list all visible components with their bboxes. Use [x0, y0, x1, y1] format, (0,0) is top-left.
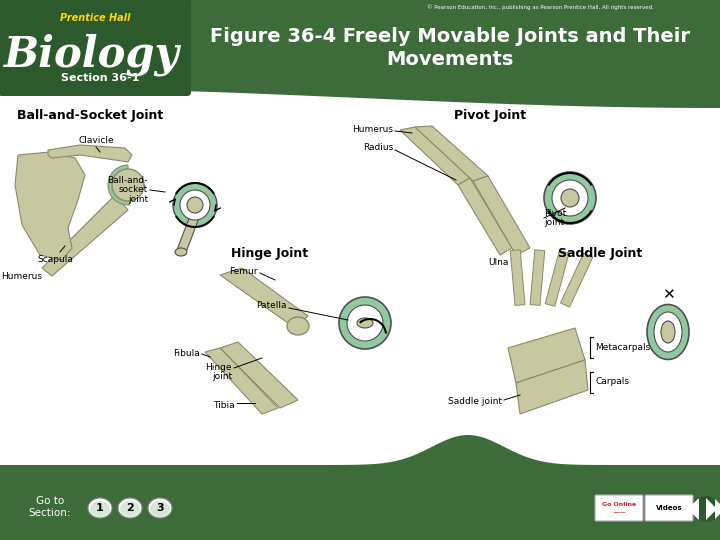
Text: Metacarpals: Metacarpals [595, 342, 650, 352]
Polygon shape [560, 253, 593, 307]
Text: Ulna: Ulna [488, 258, 508, 267]
Text: Ball-and-Socket Joint: Ball-and-Socket Joint [17, 109, 163, 122]
Polygon shape [0, 100, 720, 460]
Text: Radius: Radius [363, 144, 393, 152]
Polygon shape [458, 178, 512, 255]
Polygon shape [42, 195, 128, 276]
Polygon shape [508, 328, 585, 383]
Polygon shape [220, 342, 298, 408]
Text: Figure 36-4 Freely Movable Joints and Their
Movements: Figure 36-4 Freely Movable Joints and Th… [210, 27, 690, 69]
Text: 1: 1 [96, 503, 104, 513]
Polygon shape [48, 145, 132, 162]
Polygon shape [0, 480, 720, 540]
Text: Hinge
joint: Hinge joint [205, 363, 232, 381]
Polygon shape [545, 251, 569, 306]
Ellipse shape [120, 501, 140, 517]
Polygon shape [530, 250, 545, 306]
Ellipse shape [118, 498, 142, 518]
Text: Videos: Videos [656, 505, 683, 511]
Text: ✕: ✕ [662, 287, 675, 302]
Text: Saddle joint: Saddle joint [448, 397, 502, 407]
FancyBboxPatch shape [0, 0, 191, 96]
Circle shape [544, 172, 596, 224]
Polygon shape [510, 250, 525, 306]
Ellipse shape [90, 501, 110, 517]
Polygon shape [205, 348, 278, 414]
Polygon shape [15, 152, 85, 260]
Text: Carpals: Carpals [595, 377, 629, 387]
Circle shape [180, 190, 210, 220]
Circle shape [187, 197, 203, 213]
Text: Biology: Biology [4, 33, 180, 76]
Text: Fibula: Fibula [174, 348, 200, 357]
Polygon shape [177, 213, 199, 255]
Ellipse shape [287, 317, 309, 335]
Text: Prentice Hall: Prentice Hall [60, 13, 130, 23]
Text: Tibia: Tibia [213, 401, 235, 409]
Polygon shape [706, 498, 717, 520]
Ellipse shape [150, 501, 170, 517]
Text: Go Online: Go Online [602, 502, 636, 507]
Text: Patella: Patella [256, 300, 287, 309]
Ellipse shape [357, 318, 373, 328]
Text: Pivot Joint: Pivot Joint [454, 109, 526, 122]
Polygon shape [715, 499, 720, 519]
Text: ─────: ───── [613, 511, 625, 515]
Text: Ball-and-
socket
joint: Ball-and- socket joint [107, 176, 148, 204]
Ellipse shape [175, 248, 187, 256]
Circle shape [552, 180, 588, 216]
Text: Pivot
joint: Pivot joint [544, 208, 566, 227]
Polygon shape [0, 0, 720, 88]
Circle shape [561, 189, 579, 207]
Polygon shape [415, 126, 488, 181]
FancyBboxPatch shape [595, 495, 643, 521]
Text: Clavicle: Clavicle [78, 136, 114, 145]
Circle shape [112, 169, 144, 201]
Text: Scapula: Scapula [37, 255, 73, 264]
Text: Section 36-1: Section 36-1 [60, 73, 139, 83]
Polygon shape [473, 176, 530, 255]
Ellipse shape [148, 498, 172, 518]
Text: 2: 2 [126, 503, 134, 513]
Ellipse shape [647, 305, 689, 360]
Text: © Pearson Education, Inc., publishing as Pearson Prentice Hall. All rights reser: © Pearson Education, Inc., publishing as… [426, 4, 654, 10]
Circle shape [339, 297, 391, 349]
Text: 3: 3 [156, 503, 164, 513]
Polygon shape [0, 0, 720, 108]
Text: Humerus: Humerus [352, 125, 393, 134]
Polygon shape [688, 499, 698, 519]
Polygon shape [220, 268, 308, 328]
Polygon shape [688, 498, 699, 520]
Ellipse shape [691, 496, 720, 522]
Text: Humerus: Humerus [1, 272, 42, 281]
Polygon shape [516, 360, 588, 414]
Text: Femur: Femur [230, 267, 258, 276]
Text: Go to
Section:: Go to Section: [29, 496, 71, 518]
FancyBboxPatch shape [645, 495, 693, 521]
Text: Hinge Joint: Hinge Joint [231, 246, 309, 260]
Circle shape [347, 305, 383, 341]
Ellipse shape [661, 321, 675, 343]
Polygon shape [400, 127, 470, 185]
Ellipse shape [654, 312, 682, 352]
Polygon shape [0, 435, 720, 540]
Wedge shape [108, 165, 130, 205]
Ellipse shape [88, 498, 112, 518]
Circle shape [173, 183, 217, 227]
Text: Saddle Joint: Saddle Joint [558, 246, 642, 260]
